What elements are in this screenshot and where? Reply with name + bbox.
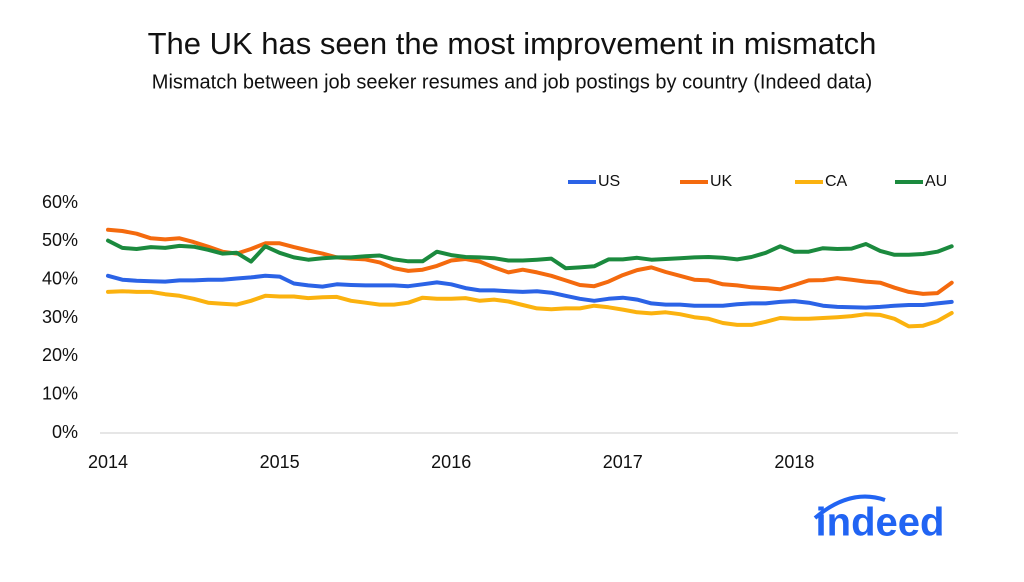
x-tick-label: 2015: [260, 452, 300, 472]
y-tick-label: 40%: [42, 268, 78, 288]
series-line: [106, 227, 954, 296]
legend-label: AU: [925, 173, 947, 190]
y-tick-label: 50%: [42, 230, 78, 250]
y-tick-label: 60%: [42, 192, 78, 212]
y-tick-label: 20%: [42, 345, 78, 365]
y-tick-label: 0%: [52, 422, 78, 442]
y-tick-label: 10%: [42, 383, 78, 403]
chart-subtitle: Mismatch between job seeker resumes and …: [152, 71, 872, 93]
legend-label: US: [598, 173, 620, 190]
y-tick-label: 30%: [42, 307, 78, 327]
series-line: [106, 289, 954, 329]
x-tick-label: 2014: [88, 452, 128, 472]
x-tick-label: 2016: [431, 452, 471, 472]
logo: indeed: [816, 501, 945, 545]
legend-label: CA: [825, 173, 848, 190]
x-tick-label: 2017: [603, 452, 643, 472]
logo-arc: [813, 494, 886, 520]
series-line: [106, 238, 954, 271]
series-line: [106, 273, 954, 310]
x-tick-label: 2018: [774, 452, 814, 472]
chart-title: The UK has seen the most improvement in …: [148, 26, 877, 61]
legend-label: UK: [710, 173, 733, 190]
